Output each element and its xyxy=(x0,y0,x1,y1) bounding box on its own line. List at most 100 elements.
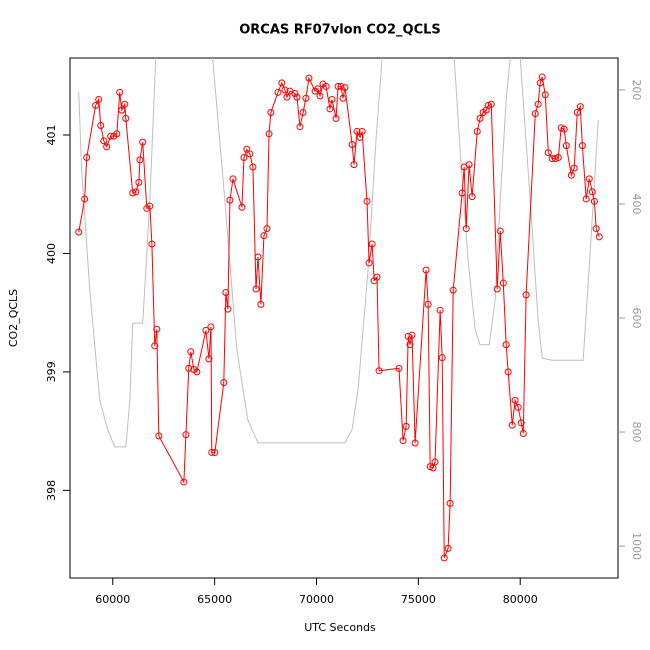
data-point xyxy=(567,171,575,179)
data-point xyxy=(424,300,432,308)
data-point xyxy=(229,175,237,183)
data-point xyxy=(267,108,275,116)
data-point xyxy=(243,145,251,153)
x-axis-label: UTC Seconds xyxy=(304,621,376,634)
data-point xyxy=(118,106,126,114)
y2-tick-label: 800 xyxy=(630,422,643,443)
data-point xyxy=(436,306,444,314)
data-point xyxy=(570,164,578,172)
data-point xyxy=(283,93,291,101)
data-point xyxy=(193,368,201,376)
data-point xyxy=(246,150,254,158)
data-point xyxy=(316,92,324,100)
data-point xyxy=(519,429,527,437)
plot-area xyxy=(75,58,603,562)
data-point xyxy=(538,73,546,81)
data-point xyxy=(557,124,565,132)
data-point xyxy=(422,266,430,274)
x-tick-label: 75000 xyxy=(401,593,436,606)
data-point xyxy=(113,130,121,138)
data-point xyxy=(358,127,366,135)
data-point xyxy=(135,178,143,186)
data-point xyxy=(350,161,358,169)
data-point xyxy=(107,132,115,140)
data-point xyxy=(224,305,232,313)
data-point xyxy=(249,163,257,171)
data-point xyxy=(504,368,512,376)
data-point xyxy=(337,82,345,90)
data-point xyxy=(588,188,596,196)
data-point xyxy=(92,101,100,109)
chart-title: ORCAS RF07vlon CO2_QCLS xyxy=(239,23,441,38)
x-tick-label: 80000 xyxy=(503,593,538,606)
data-point xyxy=(560,125,568,133)
data-point xyxy=(536,79,544,87)
data-point xyxy=(576,103,584,111)
data-point xyxy=(449,286,457,294)
data-point xyxy=(406,341,414,349)
data-point xyxy=(238,203,246,211)
data-point xyxy=(334,82,342,90)
data-point xyxy=(139,138,147,146)
data-point xyxy=(517,419,525,427)
data-point xyxy=(551,155,559,163)
data-point xyxy=(502,341,510,349)
y-tick-label: 398 xyxy=(45,480,58,501)
data-point xyxy=(348,140,356,148)
data-point xyxy=(339,94,347,102)
data-point xyxy=(95,95,103,103)
data-point xyxy=(100,137,108,145)
data-point xyxy=(487,100,495,108)
data-point xyxy=(473,127,481,135)
data-point xyxy=(554,153,562,161)
x-tick-label: 70000 xyxy=(299,593,334,606)
data-point xyxy=(399,437,407,445)
data-point xyxy=(499,279,507,287)
data-point xyxy=(514,403,522,411)
y-tick-label: 400 xyxy=(45,243,58,264)
data-point xyxy=(291,90,299,98)
y2-tick-label: 400 xyxy=(630,193,643,214)
data-point xyxy=(263,225,271,233)
data-point xyxy=(254,253,262,261)
data-point xyxy=(296,123,304,131)
data-point xyxy=(103,143,111,151)
series-line xyxy=(78,76,600,559)
data-point xyxy=(136,156,144,164)
y-tick-label: 399 xyxy=(45,361,58,382)
data-point xyxy=(278,79,286,87)
data-point xyxy=(185,364,193,372)
y2-tick-label: 200 xyxy=(630,79,643,100)
data-point xyxy=(496,227,504,235)
data-point xyxy=(207,323,215,331)
data-point xyxy=(322,82,330,90)
x-tick-label: 65000 xyxy=(197,593,232,606)
data-point xyxy=(222,289,230,297)
data-point xyxy=(493,285,501,293)
data-point xyxy=(458,189,466,197)
data-point xyxy=(81,195,89,203)
data-point xyxy=(305,74,313,82)
data-point xyxy=(578,142,586,150)
data-point xyxy=(562,142,570,150)
data-point xyxy=(182,431,190,439)
data-point xyxy=(541,91,549,99)
data-point xyxy=(402,422,410,430)
data-point xyxy=(274,88,282,96)
data-point xyxy=(302,94,310,102)
data-point xyxy=(151,342,159,350)
series-line xyxy=(78,58,599,448)
data-point xyxy=(148,240,156,248)
data-point xyxy=(121,100,129,108)
x-tick-label: 60000 xyxy=(95,593,130,606)
data-point xyxy=(293,93,301,101)
data-point xyxy=(220,379,228,387)
data-point xyxy=(373,273,381,281)
data-point xyxy=(444,544,452,552)
data-point xyxy=(531,110,539,118)
data-point xyxy=(260,232,268,240)
data-point xyxy=(129,189,137,197)
data-point xyxy=(404,332,412,340)
data-point xyxy=(476,114,484,122)
